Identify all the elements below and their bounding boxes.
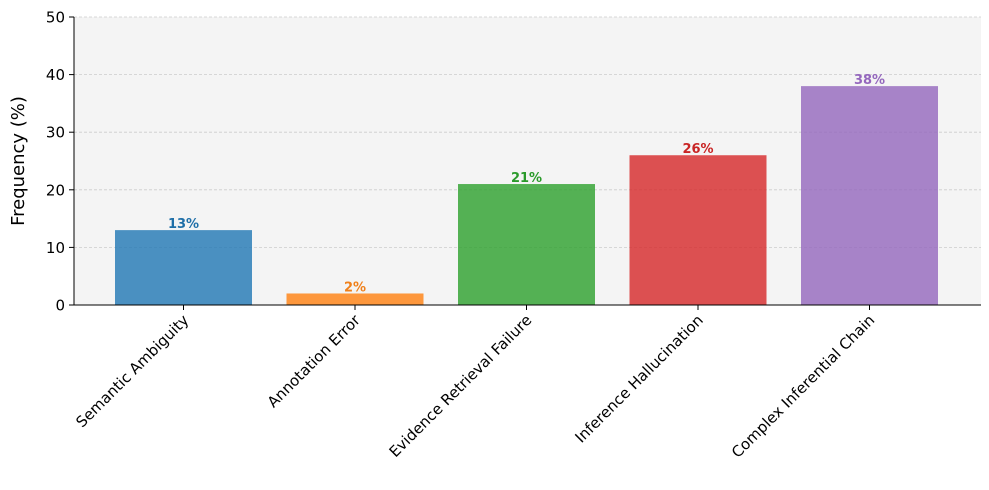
y-ticks: 0 10 20 30 40 50 bbox=[46, 9, 74, 315]
data-labels: 13% 2% 21% 26% 38% bbox=[168, 73, 885, 295]
data-label-0: 13% bbox=[168, 217, 199, 232]
data-label-2: 21% bbox=[511, 171, 542, 186]
x-tick-label-2: Evidence Retrieval Failure bbox=[386, 311, 536, 461]
y-tick-label-5: 50 bbox=[46, 9, 65, 27]
axes bbox=[73, 17, 981, 306]
x-tick-label-1: Annotation Error bbox=[264, 311, 365, 412]
x-tick-label-3: Inference Hallucination bbox=[571, 311, 706, 446]
y-tick-label-0: 0 bbox=[55, 297, 65, 315]
data-label-1: 2% bbox=[344, 280, 366, 295]
bar-3 bbox=[629, 155, 767, 305]
data-label-3: 26% bbox=[682, 142, 713, 157]
x-tick-label-4: Complex Inferential Chain bbox=[728, 311, 878, 461]
y-axis-label: Frequency (%) bbox=[8, 96, 29, 226]
bar-0 bbox=[115, 230, 252, 305]
bar-2 bbox=[458, 184, 595, 305]
x-ticks: Semantic Ambiguity Annotation Error Eviden… bbox=[72, 305, 878, 461]
y-tick-label-4: 40 bbox=[46, 66, 65, 84]
y-tick-label-2: 20 bbox=[46, 181, 65, 199]
bar-4 bbox=[801, 86, 938, 306]
bar-1 bbox=[286, 293, 424, 305]
x-tick-label-0: Semantic Ambiguity bbox=[72, 311, 192, 431]
y-tick-label-3: 30 bbox=[46, 124, 65, 142]
bars bbox=[115, 86, 938, 306]
data-label-4: 38% bbox=[854, 73, 885, 88]
y-tick-label-1: 10 bbox=[46, 239, 65, 257]
